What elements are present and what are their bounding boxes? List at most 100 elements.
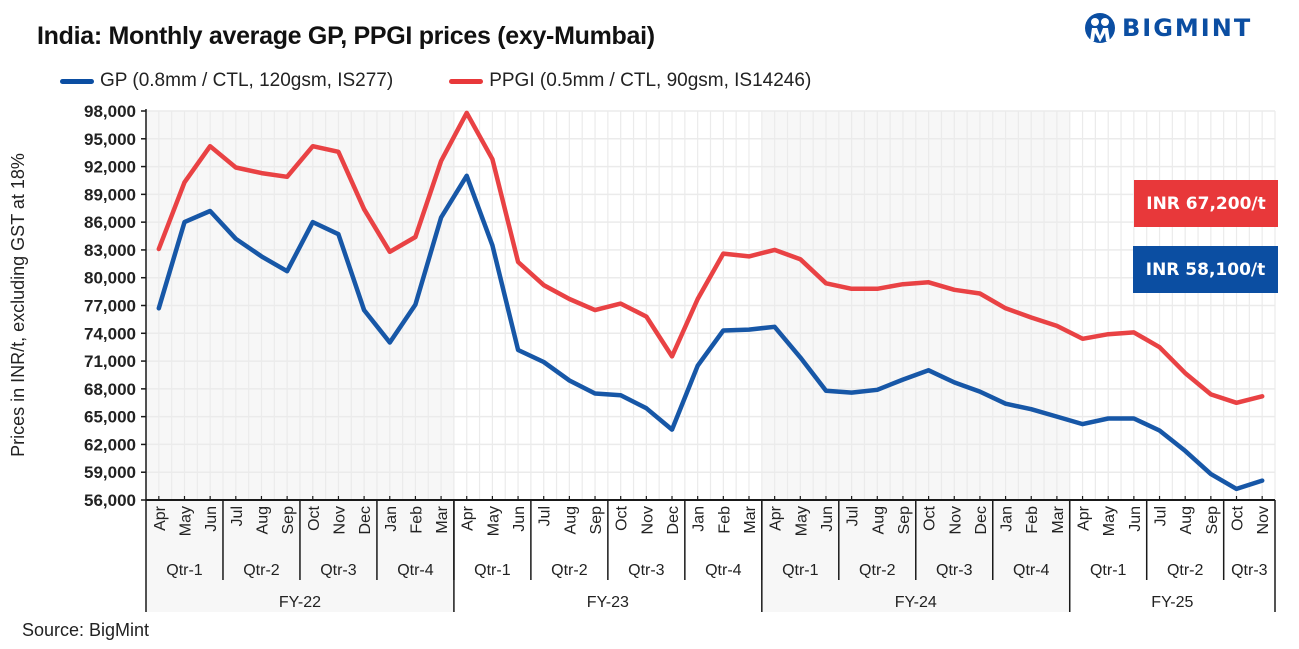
quarter-label: Qtr-3 xyxy=(628,562,665,579)
y-tick-label: 74,000 xyxy=(84,324,136,343)
y-tick-label: 89,000 xyxy=(84,185,136,204)
x-tick-label-month: Jun xyxy=(203,506,220,532)
y-tick-label: 65,000 xyxy=(84,408,136,427)
y-axis-ticks: 98,000 95,000 92,000 89,000 86,000 83,000 80,0… xyxy=(84,102,146,510)
x-tick-label-month: Oct xyxy=(922,505,939,530)
x-tick-label-month: Mar xyxy=(1050,505,1067,533)
chart-legend: GP (0.8mm / CTL, 120gsm, IS277) PPGI (0.… xyxy=(60,70,867,92)
x-tick-label-month: Aug xyxy=(562,506,579,534)
x-tick-label-month: Nov xyxy=(1255,506,1272,534)
x-tick-label-month: Nov xyxy=(947,506,964,534)
x-tick-label-month: Feb xyxy=(716,506,733,534)
legend-item-ppgi: PPGI (0.5mm / CTL, 90gsm, IS14246) xyxy=(449,70,811,92)
y-tick-label: 95,000 xyxy=(84,130,136,149)
legend-label-ppgi: PPGI (0.5mm / CTL, 90gsm, IS14246) xyxy=(489,70,812,91)
x-axis-ticks: Apr May Jun Jul Aug Sep Oct Nov Dec Jan Feb Mar Apr M… xyxy=(152,496,1276,612)
x-tick-label-month: Dec xyxy=(357,506,374,534)
x-tick-label-month: Oct xyxy=(1230,505,1247,530)
x-tick-label-month: Feb xyxy=(1024,506,1041,534)
x-tick-label-month: Jun xyxy=(819,506,836,532)
x-tick-label-month: Jun xyxy=(1127,506,1144,532)
x-tick-label-month: Apr xyxy=(1076,505,1093,531)
x-tick-label-month: Jul xyxy=(1153,506,1170,526)
x-tick-label-month: May xyxy=(177,506,194,536)
y-tick-label: 86,000 xyxy=(84,213,136,232)
y-tick-label: 62,000 xyxy=(84,435,136,454)
logo-text: BIGMINT xyxy=(1122,14,1253,42)
x-tick-label-month: Nov xyxy=(639,506,656,534)
x-tick-label-month: Sep xyxy=(1204,506,1221,535)
x-tick-label-month: May xyxy=(485,506,502,536)
x-tick-label-month: Oct xyxy=(306,505,323,530)
chart-title: India: Monthly average GP, PPGI prices (… xyxy=(37,22,655,50)
x-tick-label-month: Sep xyxy=(588,506,605,535)
x-tick-label-month: May xyxy=(1101,506,1118,536)
series-line-ppgi xyxy=(156,110,1265,406)
quarter-label: Qtr-1 xyxy=(166,562,203,579)
y-tick-label: 56,000 xyxy=(84,491,136,510)
x-tick-label-month: Aug xyxy=(870,506,887,534)
y-tick-label: 98,000 xyxy=(84,102,136,121)
fy-label: FY-24 xyxy=(895,594,937,611)
x-tick-label-month: Apr xyxy=(152,505,169,531)
quarter-label: Qtr-1 xyxy=(782,562,819,579)
y-tick-label: 92,000 xyxy=(84,158,136,177)
y-tick-label: 80,000 xyxy=(84,269,136,288)
quarter-label: Qtr-3 xyxy=(936,562,973,579)
legend-swatch-ppgi xyxy=(449,78,484,84)
x-tick-label-month: Sep xyxy=(280,506,297,535)
y-tick-label: 77,000 xyxy=(84,297,136,316)
fy-label: FY-23 xyxy=(587,594,629,611)
grid-lines xyxy=(145,110,1276,501)
x-tick-label-month: Jul xyxy=(229,506,246,526)
quarter-label: Qtr-2 xyxy=(243,562,280,579)
legend-item-gp: GP (0.8mm / CTL, 120gsm, IS277) xyxy=(60,70,393,92)
quarter-label: Qtr-3 xyxy=(320,562,357,579)
ppgi-latest-callout: INR 67,200/t xyxy=(1134,180,1278,227)
x-tick-label-month: Nov xyxy=(331,506,348,534)
quarter-label: Qtr-1 xyxy=(474,562,511,579)
x-tick-label-month: Jan xyxy=(383,506,400,532)
x-tick-label-month: Jul xyxy=(537,506,554,526)
quarter-label: Qtr-4 xyxy=(397,562,434,579)
quarter-label: Qtr-2 xyxy=(1167,562,1204,579)
y-tick-label: 71,000 xyxy=(84,352,136,371)
fy-label: FY-22 xyxy=(279,594,321,611)
x-tick-label-month: Oct xyxy=(614,505,631,530)
quarter-label: Qtr-4 xyxy=(705,562,742,579)
x-tick-label-month: Jan xyxy=(999,506,1016,532)
x-tick-label-month: Mar xyxy=(742,505,759,533)
x-tick-label-month: Apr xyxy=(460,505,477,531)
y-tick-label: 83,000 xyxy=(84,241,136,260)
series-line-gp xyxy=(156,173,1265,492)
x-tick-label-month: Dec xyxy=(665,506,682,534)
bigmint-logo: BIGMINT xyxy=(1084,8,1252,48)
y-tick-label: 68,000 xyxy=(84,380,136,399)
quarter-label: Qtr-4 xyxy=(1013,562,1050,579)
x-tick-label-month: Mar xyxy=(434,505,451,533)
x-tick-label-month: May xyxy=(793,506,810,536)
y-tick-label: 59,000 xyxy=(84,463,136,482)
bigmint-people-icon xyxy=(1085,13,1115,43)
quarter-label: Qtr-2 xyxy=(551,562,588,579)
source-note: Source: BigMint xyxy=(22,620,150,640)
legend-label-gp: GP (0.8mm / CTL, 120gsm, IS277) xyxy=(100,70,394,91)
x-tick-label-month: Aug xyxy=(254,506,271,534)
legend-swatch-gp xyxy=(60,78,94,84)
x-tick-label-month: Jun xyxy=(511,506,528,532)
x-tick-label-month: Jan xyxy=(691,506,708,532)
x-tick-label-month: Aug xyxy=(1178,506,1195,534)
fy-label: FY-25 xyxy=(1151,594,1193,611)
quarter-label: Qtr-1 xyxy=(1090,562,1127,579)
x-tick-label-month: Sep xyxy=(896,506,913,535)
x-tick-label-month: Jul xyxy=(845,506,862,526)
x-tick-label-month: Dec xyxy=(973,506,990,534)
y-axis-label: Prices in INR/t, excluding GST at 18% xyxy=(8,153,28,457)
x-tick-label-month: Feb xyxy=(408,506,425,534)
series-lines xyxy=(156,110,1265,492)
quarter-label: Qtr-2 xyxy=(859,562,896,579)
quarter-label: Qtr-3 xyxy=(1231,562,1268,579)
x-tick-label-month: Apr xyxy=(768,505,785,531)
gp-latest-callout: INR 58,100/t xyxy=(1133,246,1278,293)
